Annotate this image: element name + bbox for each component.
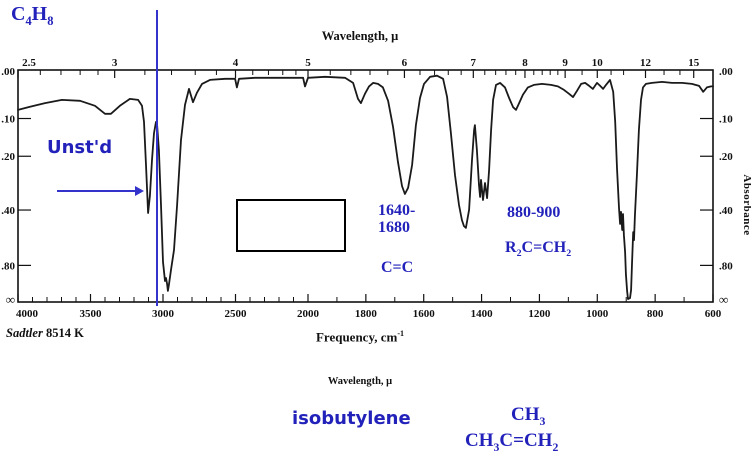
unstd-arrow-head-icon <box>135 186 144 196</box>
structure-formula-caption: CH3C=CH2 <box>465 430 559 454</box>
left-axis-label: .00 <box>1 66 15 78</box>
bottom-axis-tick-label: 2000 <box>297 308 320 320</box>
right-axis-label: .00 <box>719 66 733 78</box>
bottom-axis-tick-label: 3500 <box>80 308 103 320</box>
superscript: -1 <box>397 329 405 338</box>
top-axis-tick-label: 9 <box>562 57 568 69</box>
subscript: 2 <box>516 248 522 260</box>
subscript: 3 <box>493 440 500 454</box>
bottom-axis-title: Frequency, cm-1 <box>315 329 405 345</box>
source-code: 8514 K <box>45 326 84 340</box>
top-axis-tick-label: 10 <box>592 57 604 69</box>
right-axis-title: Absorbance <box>741 174 751 235</box>
top-axis-tick-label: 7 <box>471 57 477 69</box>
highlight-vertical-line <box>156 10 158 306</box>
range-line-2: 1680 <box>378 219 410 236</box>
bottom-axis-tick-label: 1200 <box>528 308 551 320</box>
bottom-axis-tick-label: 600 <box>705 308 722 320</box>
right-axis-label: .10 <box>719 114 733 126</box>
left-axis-label: .20 <box>1 151 15 163</box>
top-axis-tick-label: 12 <box>640 57 652 69</box>
source-credit: Sadtler 8514 K <box>6 326 84 341</box>
subscript: 2 <box>566 248 572 260</box>
unsaturated-annotation: Unst'd <box>47 137 113 158</box>
compound-formula: C4H8 <box>11 3 54 28</box>
top-axis-tick-label: 6 <box>402 57 408 69</box>
bottom-axis-tick-label: 800 <box>647 308 664 320</box>
bottom-axis-tick-label: 1400 <box>471 308 494 320</box>
unstd-arrow-shaft <box>57 190 137 192</box>
bottom-axis-tick-label: 2500 <box>225 308 248 320</box>
right-axis-label: .40 <box>719 205 733 217</box>
structure-methyl-caption: CH3 <box>511 404 546 428</box>
left-axis-label: .10 <box>1 114 15 126</box>
blank-answer-box <box>236 199 346 252</box>
subscript: 2 <box>552 440 559 454</box>
bottom-axis-tick-label: 1800 <box>355 308 378 320</box>
spectrum-plot: 2.5 3 4 5 6 7 8 9 10 12 15 4000 3500 3000 2500 2000 1800… <box>1 57 751 320</box>
right-axis-label: ∞ <box>719 292 728 307</box>
top-axis-tick-label: 5 <box>305 57 311 69</box>
bottom-axis-tick-label: 4000 <box>16 308 39 320</box>
cc-stretch-range-annotation: 1640- 1680 <box>378 202 415 236</box>
left-axis-label: ∞ <box>6 292 15 307</box>
source-name: Sadtler <box>6 326 43 340</box>
subscript: 8 <box>47 14 54 28</box>
top-axis-title: Wavelength, μ <box>321 29 399 43</box>
top-axis-tick-label: 8 <box>522 57 528 69</box>
top-axis-tick-label: 2.5 <box>22 57 36 69</box>
bottom-axis-tick-label: 3000 <box>152 308 175 320</box>
top-axis-tick-label: 4 <box>233 57 239 69</box>
right-axis-label: .80 <box>719 260 733 272</box>
subscript: 4 <box>25 14 32 28</box>
right-axis-label: .20 <box>719 151 733 163</box>
oop-bend-range-annotation: 880-900 <box>507 204 561 221</box>
compound-name-caption: isobutylene <box>292 408 411 429</box>
bottom-axis-tick-label: 1600 <box>413 308 436 320</box>
bottom-axis-tick-label: 1000 <box>586 308 609 320</box>
subscript: 3 <box>539 414 546 428</box>
spectrum-curve <box>17 74 714 300</box>
caption-wavelength-label: Wavelength, μ <box>327 376 393 387</box>
cc-group-annotation: C=C <box>381 259 414 276</box>
vinylidene-group-annotation: R2C=CH2 <box>505 239 572 260</box>
range-line-1: 1640- <box>378 202 416 219</box>
left-axis-label: .40 <box>1 205 15 217</box>
left-axis-label: .80 <box>1 260 15 272</box>
top-axis-tick-label: 3 <box>112 57 118 69</box>
top-axis-tick-label: 15 <box>688 57 700 69</box>
